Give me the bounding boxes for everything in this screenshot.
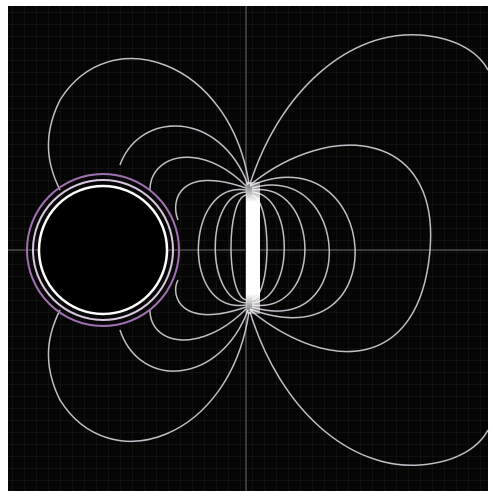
field-lines — [47, 34, 489, 466]
bar-magnet — [246, 182, 260, 314]
circle-conductor — [26, 173, 180, 327]
